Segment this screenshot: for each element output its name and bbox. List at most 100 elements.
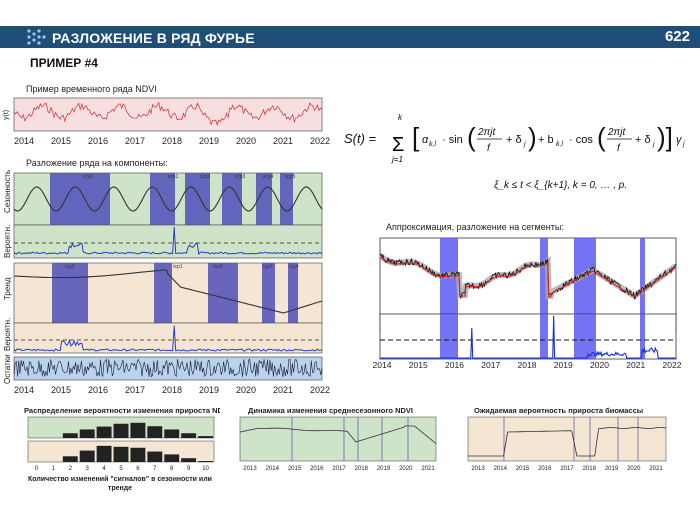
residuals-line [13, 358, 323, 378]
mean-ndvi-figure: Динамика изменения среднесезонного NDVI … [239, 406, 437, 472]
svg-text:α: α [422, 134, 429, 146]
year-tick-label: 2020 [236, 385, 256, 395]
dots-logo-icon [27, 29, 46, 45]
fourier-formula: S(t) = k Σ j=1 [ α k,l · sin ( 2πjt f + δ… [344, 113, 685, 191]
seasonal-band [280, 173, 293, 225]
svg-text:· cos: · cos [569, 134, 593, 146]
hist-x-axis: 0 1 2 3 4 5 6 7 8 9 10 [35, 466, 210, 472]
mean-ndvi-plot-area [239, 416, 437, 462]
decomp-year-axis: 2014 2015 2016 2017 2018 2019 2020 2021 2022 [14, 385, 330, 395]
seasonal-prob-line [13, 226, 323, 256]
hist-tick-label: 10 [202, 466, 209, 472]
trend-cp-label: tcp4 [289, 264, 299, 270]
year-tick-label: 2016 [445, 360, 464, 370]
svg-text:(: ( [467, 122, 476, 152]
decomposition-figure: Пример временного ряда NDVI y(t) 2014 201… [3, 84, 330, 395]
mean-ndvi-tick-label: 2017 [332, 466, 346, 472]
biomass-prob-figure: Ожидаемая вероятность прироста биомассы … [467, 406, 667, 472]
hist-top-bar [181, 433, 197, 438]
hist-bottom-bar [113, 446, 129, 462]
svg-text:γ: γ [676, 134, 683, 146]
biomass-tick-label: 2015 [516, 466, 530, 472]
seasonal-band [185, 173, 210, 225]
formula-lhs: S(t) = [344, 131, 377, 146]
approx-prob-bands [440, 314, 645, 359]
year-tick-label: 2017 [125, 385, 145, 395]
biomass-tick-label: 2021 [649, 466, 663, 472]
formula-sum-bottom: j=1 [391, 155, 403, 164]
approx-prob-band [574, 314, 596, 359]
hist-tick-label: 7 [153, 466, 157, 472]
label-residuals: Остатки [3, 354, 12, 384]
example-label: ПРИМЕР #4 [30, 56, 98, 70]
year-tick-label: 2021 [273, 136, 293, 146]
hist-top-bar [164, 429, 180, 438]
year-tick-label: 2017 [481, 360, 500, 370]
hist-tick-label: 6 [136, 466, 140, 472]
trend-series-line [13, 269, 323, 314]
svg-text:[: [ [412, 122, 420, 152]
hist-bottom-bar [130, 447, 146, 462]
approx-prob-band [440, 314, 458, 359]
hist-tick-label: 4 [102, 466, 106, 472]
hist-top-bar [79, 429, 95, 438]
trend-prob-area [13, 322, 323, 354]
hist-tick-label: 1 [52, 466, 56, 472]
svg-text:k,l: k,l [556, 141, 563, 148]
histogram-figure: Распределение вероятности изменения прир… [24, 406, 220, 492]
mean-ndvi-tick-label: 2018 [355, 466, 369, 472]
hist-top-bar [113, 423, 129, 438]
year-tick-label: 2021 [273, 385, 293, 395]
seasonal-band [150, 173, 175, 225]
svg-text:+ δ: + δ [635, 134, 651, 146]
hist-bottom-bar [181, 458, 197, 462]
svg-text:+ δ: + δ [506, 134, 522, 146]
year-tick-label: 2019 [199, 136, 219, 146]
mean-ndvi-tick-label: 2021 [421, 466, 435, 472]
year-tick-label: 2020 [236, 136, 256, 146]
mean-ndvi-tick-label: 2015 [288, 466, 302, 472]
biomass-tick-label: 2017 [560, 466, 574, 472]
approx-prob-line [380, 315, 676, 359]
year-tick-label: 2021 [626, 360, 645, 370]
trend-cp-label: tcp3 [263, 264, 273, 270]
svg-text:f: f [617, 143, 621, 154]
svg-text:j: j [523, 141, 526, 148]
hist-bottom-bar [79, 450, 95, 462]
approx-year-axis: 2014 2015 2016 2017 2018 2019 2020 2021 2022 [373, 360, 682, 370]
ts-ylabel: y(t) [3, 110, 10, 120]
year-tick-label: 2020 [590, 360, 609, 370]
year-tick-label: 2022 [663, 360, 682, 370]
year-tick-label: 2016 [88, 385, 108, 395]
seasonal-cp-label: scp4 [263, 174, 274, 180]
mean-ndvi-tick-label: 2013 [243, 466, 257, 472]
approx-segment-band [540, 238, 548, 314]
biomass-tick-label: 2016 [538, 466, 552, 472]
seasonal-band [256, 173, 272, 225]
year-tick-label: 2018 [162, 136, 182, 146]
hist-top-bar [96, 426, 112, 438]
ts-series-line [13, 101, 323, 127]
biomass-line [468, 427, 667, 457]
seasonal-cp-label: scp1 [83, 174, 94, 180]
approx-data-line [379, 253, 677, 301]
label-seasonal: Сезонность [3, 170, 12, 213]
mean-ndvi-x-axis: 2013 2014 2015 2016 2017 2018 2019 2020 2021 [243, 466, 435, 472]
approx-prob-band [640, 314, 645, 359]
trend-cp-label: tcp5 [65, 264, 75, 270]
slide-number: 622 [664, 28, 690, 45]
trend-cp-label: tcp1 [173, 264, 183, 270]
svg-text:+ b: + b [538, 134, 554, 146]
year-tick-label: 2015 [409, 360, 428, 370]
year-tick-label: 2018 [162, 385, 182, 395]
hist-xlabel: Количество изменений "сигналов" в сезонн… [28, 475, 212, 492]
approx-prob-band [540, 314, 548, 359]
year-tick-label: 2015 [51, 385, 71, 395]
year-tick-label: 2017 [125, 136, 145, 146]
seasonal-cp-label: scp3 [235, 174, 246, 180]
year-tick-label: 2019 [554, 360, 573, 370]
decomp-title: Разложение ряда на компоненты: [26, 158, 168, 168]
biomass-tick-label: 2014 [494, 466, 508, 472]
mean-ndvi-tick-label: 2019 [377, 466, 391, 472]
